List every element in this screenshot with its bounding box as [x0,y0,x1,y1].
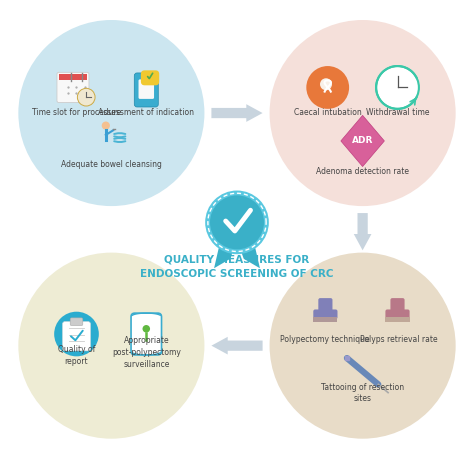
Text: Adequate bowel cleansing: Adequate bowel cleansing [61,160,162,168]
FancyBboxPatch shape [391,298,405,314]
Text: Adenoma detection rate: Adenoma detection rate [316,167,409,176]
Circle shape [143,325,150,333]
Text: Tattooing of resection
sites: Tattooing of resection sites [321,383,404,403]
Circle shape [54,312,99,356]
Polygon shape [214,233,237,268]
Circle shape [376,66,419,109]
Text: QUALITY MEASURES FOR
ENDOSCOPIC SCREENING OF CRC: QUALITY MEASURES FOR ENDOSCOPIC SCREENIN… [140,255,334,279]
FancyBboxPatch shape [385,317,410,322]
FancyBboxPatch shape [134,73,158,107]
FancyBboxPatch shape [319,298,332,314]
FancyBboxPatch shape [70,318,83,326]
FancyBboxPatch shape [313,317,337,322]
Circle shape [77,88,95,106]
Polygon shape [211,104,263,122]
Text: Appropriate
post-polypectomy
surveillance: Appropriate post-polypectomy surveillanc… [112,336,181,369]
Circle shape [320,78,332,90]
Circle shape [102,122,110,130]
Circle shape [205,190,269,254]
FancyBboxPatch shape [131,313,162,355]
Text: Polyps retrieval rate: Polyps retrieval rate [360,335,438,344]
Text: Time slot for procedure: Time slot for procedure [32,109,121,117]
FancyBboxPatch shape [141,70,159,85]
Circle shape [210,195,264,249]
Circle shape [270,20,456,206]
FancyBboxPatch shape [138,80,154,99]
FancyBboxPatch shape [57,73,89,102]
Text: Caecal intubation: Caecal intubation [294,109,362,117]
FancyBboxPatch shape [59,74,87,80]
Text: ADR: ADR [352,137,374,146]
FancyBboxPatch shape [385,309,410,319]
Polygon shape [354,213,372,250]
Text: Assessment of indication: Assessment of indication [98,109,194,117]
Circle shape [306,66,349,109]
Circle shape [18,253,204,439]
Polygon shape [341,116,384,167]
Circle shape [18,20,204,206]
FancyBboxPatch shape [313,309,337,319]
Text: Withdrawal time: Withdrawal time [366,109,429,117]
Circle shape [270,253,456,439]
Polygon shape [211,337,263,354]
Polygon shape [237,233,260,268]
Text: Quality of
report: Quality of report [58,345,95,366]
Text: Polypectomy technique: Polypectomy technique [280,335,369,344]
FancyBboxPatch shape [63,322,91,351]
